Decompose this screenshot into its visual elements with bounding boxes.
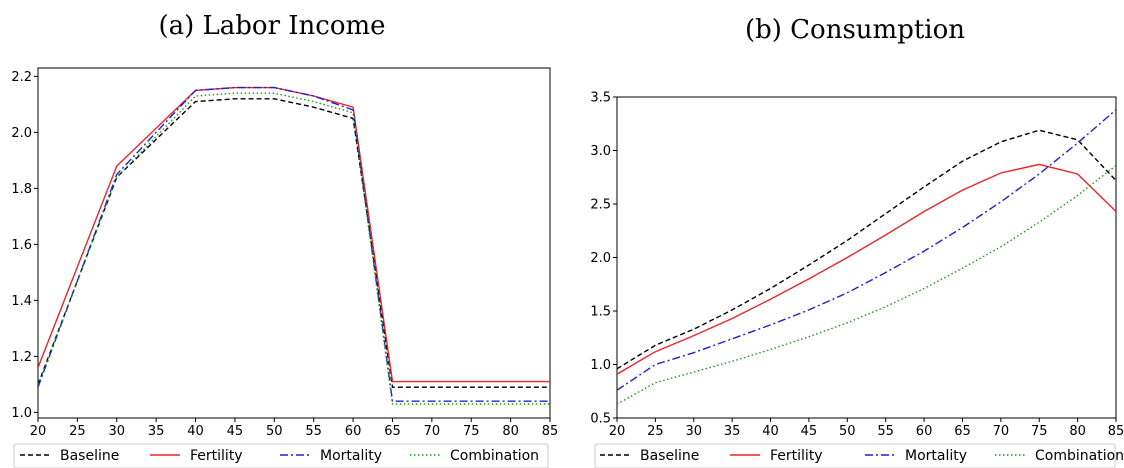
x-tick-label: 50 (266, 424, 283, 439)
x-tick-label: 70 (424, 424, 441, 439)
series-line-baseline (38, 98, 550, 388)
chart-title: (b) Consumption (745, 15, 965, 45)
y-tick-label: 1.0 (590, 358, 611, 373)
x-tick-label: 30 (108, 424, 125, 439)
series-line-mortality (38, 86, 550, 402)
x-tick-label: 85 (542, 424, 559, 439)
legend-box (13, 443, 549, 468)
x-tick-label: 80 (1069, 424, 1086, 439)
x-tick-label: 45 (801, 424, 818, 439)
y-tick-label: 2.0 (590, 251, 611, 266)
x-tick-label: 20 (30, 424, 47, 439)
plot-area-frame (616, 96, 1117, 419)
y-tick-label: 0.5 (590, 412, 611, 427)
series-line-fertility (38, 86, 550, 383)
legend-box (594, 443, 1116, 468)
y-tick-label: 1.0 (11, 406, 32, 421)
x-tick-label: 25 (647, 424, 664, 439)
series-line-baseline (617, 129, 1116, 370)
legend-label-baseline: Baseline (60, 448, 119, 464)
series-line-combination (617, 164, 1116, 405)
x-tick-label: 55 (305, 424, 322, 439)
x-tick-label: 45 (227, 424, 244, 439)
y-tick-label: 1.2 (11, 350, 32, 365)
y-tick-label: 1.8 (11, 182, 32, 197)
x-tick-label: 60 (916, 424, 933, 439)
series-line-fertility (617, 163, 1116, 375)
x-tick-label: 55 (877, 424, 894, 439)
x-tick-label: 50 (839, 424, 856, 439)
legend-label-baseline: Baseline (640, 448, 699, 464)
legend-label-fertility: Fertility (190, 448, 243, 464)
chart-panel-1: (b) Consumption 20 25 30 35 40 45 50 55 60 65 70 75 8… (590, 15, 1124, 468)
plot-area-frame (37, 67, 551, 419)
legend-label-mortality: Mortality (905, 448, 967, 464)
x-tick-label: 40 (762, 424, 779, 439)
y-tick-label: 2.5 (590, 198, 611, 213)
y-tick-label: 3.0 (590, 144, 611, 159)
chart-title: (a) Labor Income (158, 11, 385, 41)
x-tick-label: 65 (384, 424, 401, 439)
x-tick-label: 70 (993, 424, 1010, 439)
x-tick-label: 35 (724, 424, 741, 439)
legend-label-mortality: Mortality (320, 448, 382, 464)
legend-label-fertility: Fertility (770, 448, 823, 464)
x-tick-label: 20 (609, 424, 626, 439)
legend-label-combination: Combination (450, 448, 539, 464)
x-tick-label: 60 (345, 424, 362, 439)
x-tick-label: 75 (463, 424, 480, 439)
y-tick-label: 1.6 (11, 238, 32, 253)
y-tick-label: 2.0 (11, 126, 32, 141)
y-tick-label: 1.5 (590, 305, 611, 320)
x-tick-label: 65 (954, 424, 971, 439)
y-tick-label: 2.2 (11, 70, 32, 85)
series-line-combination (38, 92, 550, 405)
series-line-mortality (617, 109, 1116, 391)
x-tick-label: 35 (148, 424, 165, 439)
x-tick-label: 85 (1108, 424, 1124, 439)
x-tick-label: 40 (187, 424, 204, 439)
x-tick-label: 30 (685, 424, 702, 439)
x-tick-label: 80 (502, 424, 519, 439)
legend-label-combination: Combination (1035, 448, 1124, 464)
y-tick-label: 3.5 (590, 91, 611, 106)
y-tick-label: 1.4 (11, 294, 32, 309)
x-tick-label: 75 (1031, 424, 1048, 439)
x-tick-label: 25 (69, 424, 86, 439)
chart-panel-0: (a) Labor Income 20 25 30 35 40 45 50 55 60 65 70 75… (11, 11, 558, 468)
